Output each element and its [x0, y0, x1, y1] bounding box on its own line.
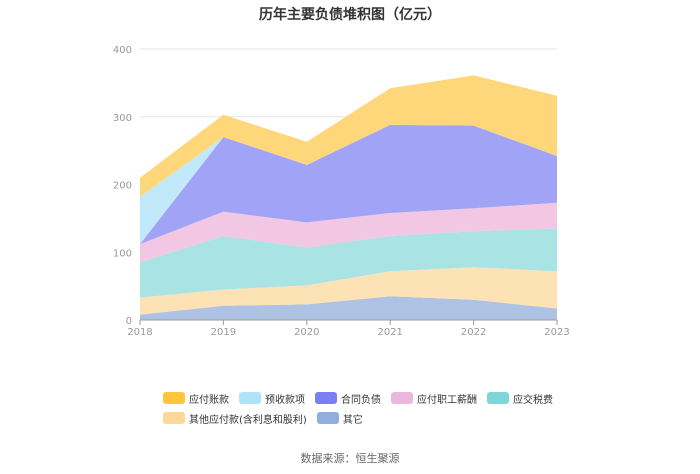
legend-item-others[interactable]: 其它 [316, 411, 363, 426]
area-series-2 [140, 228, 557, 298]
legend: 应付账款 预收款项 合同负债 应付职工薪酬 应交税费 其他应付款(含利息和股利)… [163, 388, 583, 428]
x-tick-label: 2020 [294, 327, 319, 338]
area-series-1 [140, 267, 557, 315]
legend-swatch [239, 392, 261, 404]
legend-item-advance-receipts[interactable]: 预收款项 [239, 391, 305, 406]
legend-swatch [163, 392, 185, 404]
legend-item-taxes-payable[interactable]: 应交税费 [487, 391, 553, 406]
legend-label: 其他应付款(含利息和股利) [189, 414, 307, 426]
legend-swatch [487, 392, 509, 404]
y-tick-label: 0 [126, 316, 132, 327]
chart-title: 历年主要负债堆积图（亿元） [259, 7, 441, 23]
area-series-6 [140, 75, 557, 197]
legend-item-employee-pay[interactable]: 应付职工薪酬 [391, 391, 477, 406]
legend-item-contract-liabilities[interactable]: 合同负债 [315, 391, 381, 406]
legend-label: 合同负债 [341, 394, 381, 406]
area-series-4 [140, 124, 557, 245]
legend-row-2: 其他应付款(含利息和股利) 其它 [163, 408, 583, 428]
legend-swatch [391, 392, 413, 404]
area-series-3 [140, 202, 557, 263]
y-tick-label: 300 [113, 113, 132, 124]
x-tick-label: 2018 [127, 327, 152, 338]
legend-label: 其它 [342, 414, 363, 426]
legend-swatch [316, 412, 339, 424]
legend-item-other-payables[interactable]: 其他应付款(含利息和股利) [163, 411, 307, 426]
x-tick-label: 2023 [544, 327, 569, 338]
legend-swatch [163, 412, 185, 424]
legend-item-accounts-payable[interactable]: 应付账款 [163, 391, 229, 406]
y-tick-label: 400 [113, 45, 132, 56]
x-tick-label: 2021 [377, 327, 402, 338]
legend-label: 应交税费 [513, 394, 553, 406]
y-tick-label: 200 [113, 181, 132, 192]
legend-label: 预收款项 [265, 394, 305, 406]
x-tick-label: 2022 [461, 327, 486, 338]
legend-row-1: 应付账款 预收款项 合同负债 应付职工薪酬 应交税费 [163, 388, 583, 408]
x-tick-label: 2019 [211, 327, 236, 338]
legend-label: 应付职工薪酬 [417, 394, 477, 406]
area-series-0 [140, 296, 557, 320]
y-tick-label: 100 [113, 248, 132, 259]
legend-swatch [315, 392, 337, 404]
legend-label: 应付账款 [189, 394, 229, 406]
data-source-note: 数据来源：恒生聚源 [300, 452, 400, 465]
